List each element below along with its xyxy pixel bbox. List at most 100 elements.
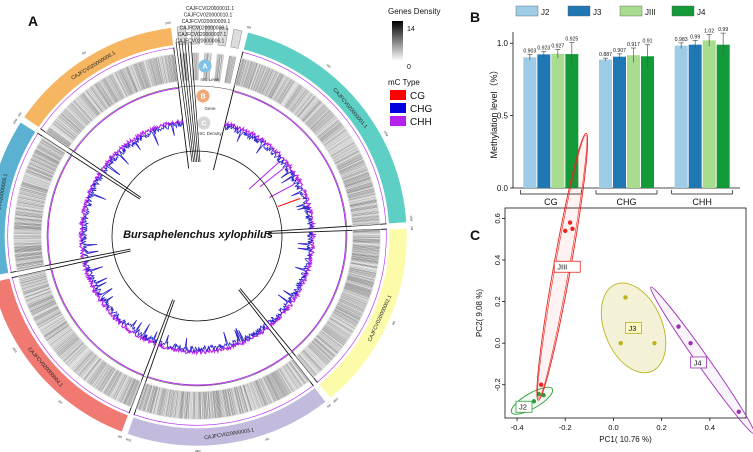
gene-density-line — [83, 92, 101, 114]
gene-density-line — [83, 358, 101, 381]
gene-density-line — [22, 179, 49, 189]
gene-density-line — [352, 217, 380, 221]
gene-density-line — [229, 56, 236, 84]
gene-density-line — [331, 314, 356, 329]
cg-spike — [248, 162, 280, 190]
panel-c: C -0.4 -0.2 0.0 0.2 0.4 -0.2 0.0 0.2 0.4 0.6 PC1( … — [470, 132, 753, 444]
gene-density-line — [350, 264, 377, 271]
gene-density-line — [242, 61, 252, 87]
gene-density-line — [291, 90, 309, 113]
gene-density-line — [94, 84, 111, 107]
gene-density-line — [153, 58, 161, 85]
gene-density-line — [244, 61, 254, 88]
bar-value-label: 0.925 — [565, 37, 578, 43]
gene-density-line — [71, 102, 91, 123]
gene-density-line — [32, 155, 57, 168]
gene-density-line — [117, 70, 130, 96]
scaffold-connector — [175, 41, 193, 163]
gene-density-line — [349, 270, 376, 277]
gene-density-line — [347, 275, 375, 283]
gene-density-line — [221, 389, 227, 417]
inner-ring — [111, 150, 283, 322]
gene-density-line — [346, 279, 373, 288]
gene-density-line — [61, 340, 82, 359]
gene-density-line — [332, 145, 357, 160]
gene-density-line — [265, 375, 278, 401]
gene-density-line — [25, 171, 51, 182]
gene-density-line — [171, 390, 176, 418]
gene-density-line — [351, 254, 379, 258]
gene-density-line — [186, 391, 189, 419]
gene-density-line — [132, 64, 143, 91]
bar-value-label: 0.887 — [599, 52, 612, 58]
gene-density-line — [139, 62, 149, 88]
gene-density-line — [289, 361, 306, 384]
gene-density-line — [14, 245, 42, 248]
gene-density-line — [285, 364, 302, 387]
gene-density-line — [76, 98, 95, 119]
gene-density-line — [61, 113, 82, 132]
gene-density-line — [152, 387, 160, 414]
gene-density-line — [317, 120, 340, 138]
gene-density-line — [14, 228, 42, 231]
gene-density-line — [251, 64, 262, 91]
gene-density-line — [27, 166, 53, 178]
gene-density-line — [351, 209, 379, 214]
gene-density-line — [55, 119, 77, 138]
gene-density-line — [75, 352, 95, 374]
gene-density-line — [227, 56, 233, 84]
gene-density-line — [28, 164, 54, 176]
gene-density-line — [249, 63, 259, 90]
gene-density-line — [276, 370, 291, 394]
gene-density-line — [65, 344, 86, 364]
sector-tick-label: 5M — [81, 50, 87, 56]
gene-density-line — [144, 385, 153, 412]
gene-density-line — [24, 287, 50, 297]
gene-density-line — [311, 111, 332, 131]
gene-density-line — [42, 319, 66, 335]
gene-density-line — [316, 336, 338, 354]
gene-density-line — [46, 132, 69, 148]
gene-density-line — [314, 114, 335, 134]
bar-value-label: 1.02 — [704, 29, 714, 35]
gene-density-line — [85, 90, 103, 113]
gene-density-line — [345, 282, 372, 292]
gene-density-line — [18, 196, 45, 203]
bar — [599, 59, 612, 188]
bar — [551, 53, 565, 189]
gene-density-line — [74, 352, 93, 373]
gene-density-line — [348, 194, 376, 201]
gene-density-line — [184, 53, 187, 81]
gene-density-line — [225, 389, 231, 416]
scaffold-label: CAJFCV020000011.1 — [186, 6, 234, 12]
gene-density-line — [291, 359, 309, 382]
gene-density-line — [72, 101, 91, 122]
gene-density-line — [345, 181, 372, 190]
gene-density-line — [36, 311, 61, 325]
gene-density-line — [16, 205, 44, 211]
gene-density-line — [299, 353, 318, 374]
gene-density-line — [14, 250, 42, 254]
gene-density-line — [166, 55, 171, 83]
gene-density-line — [262, 377, 274, 403]
ideogram-sector — [0, 277, 129, 433]
density-color-bar — [392, 21, 403, 61]
gene-density-line — [52, 331, 74, 349]
gene-density-line — [268, 73, 282, 98]
gene-density-line — [14, 225, 42, 228]
gene-density-line — [133, 64, 144, 90]
sector-tick-label: 15M — [125, 437, 132, 443]
gene-density-line — [268, 73, 281, 98]
gene-density-line — [294, 92, 312, 115]
gene-density-line — [22, 282, 49, 291]
gene-density-line — [204, 391, 206, 419]
gene-density-line — [352, 231, 380, 233]
gene-density-line — [291, 90, 308, 112]
gene-density-line — [18, 197, 45, 204]
gene-density-line — [181, 391, 185, 419]
gene-density-line — [14, 224, 42, 227]
ideogram-sector — [191, 25, 200, 45]
scatter-point — [567, 220, 573, 225]
ring-label-badge — [198, 59, 212, 73]
gene-density-line — [236, 58, 244, 86]
